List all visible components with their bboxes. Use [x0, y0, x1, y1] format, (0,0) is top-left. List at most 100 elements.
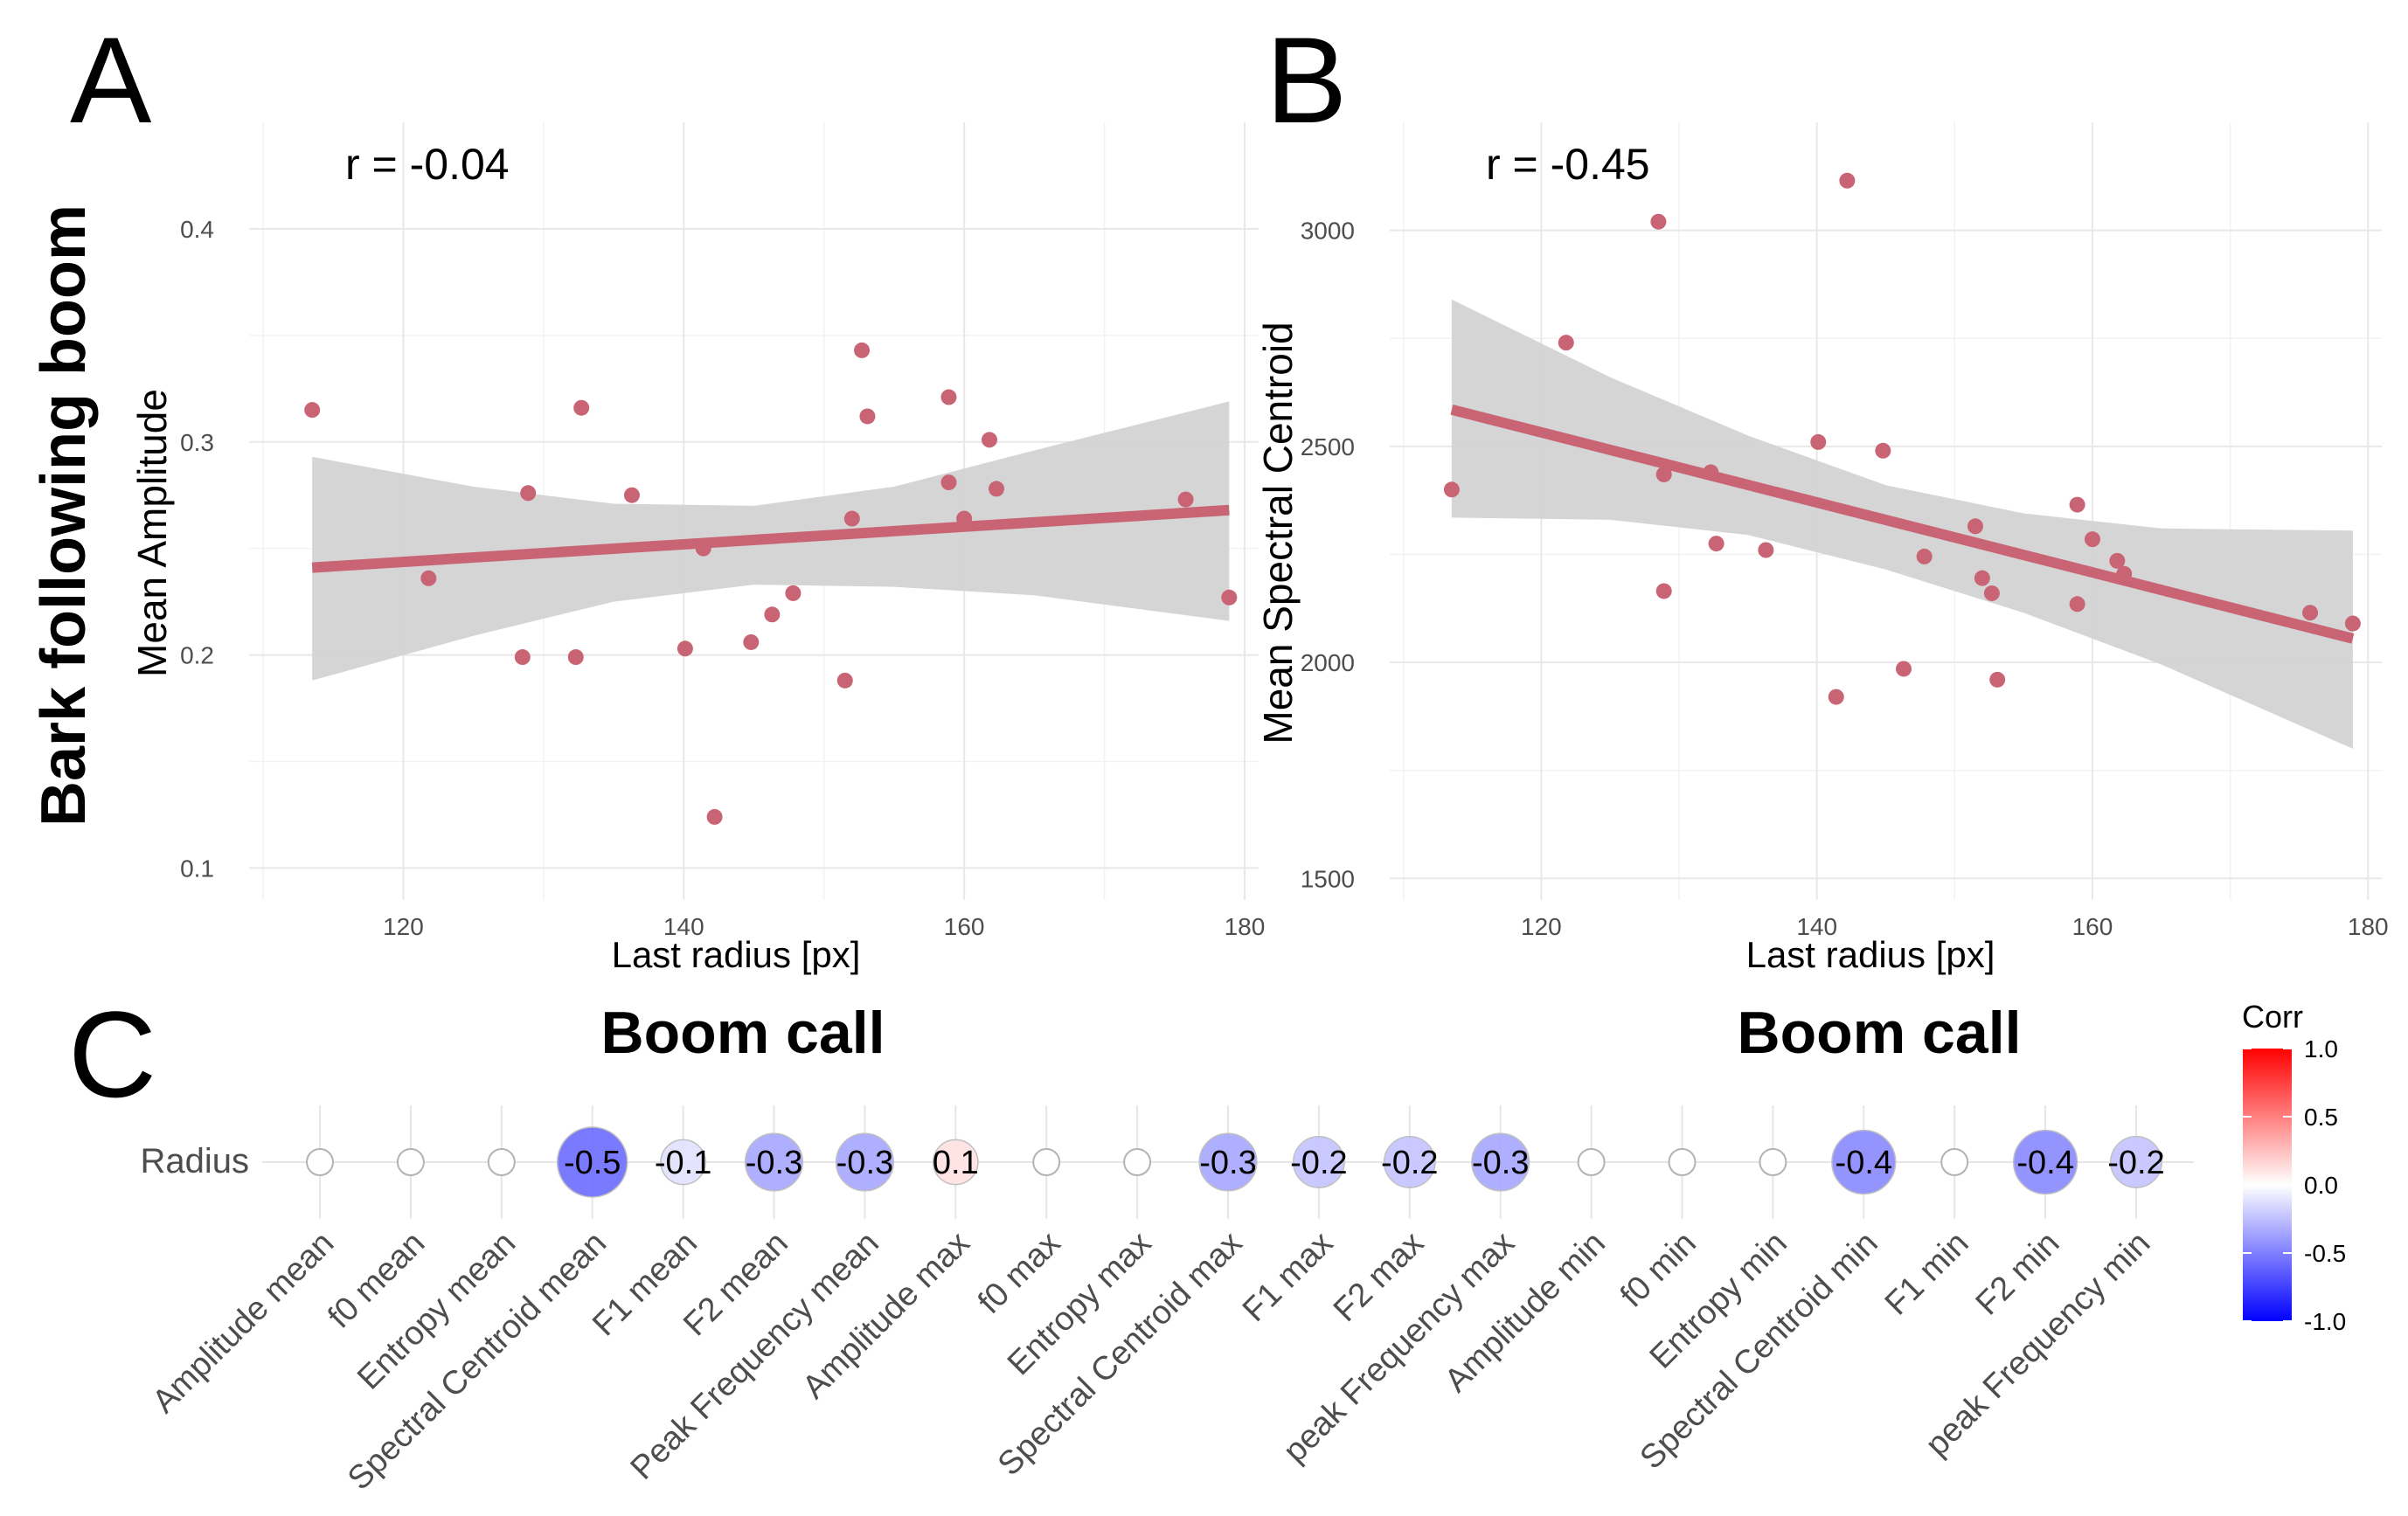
corr-cell-value: -0.3 — [1472, 1145, 1529, 1181]
panel-label-a: A — [70, 11, 152, 149]
data-point — [677, 640, 693, 657]
corr-cell-empty — [1032, 1148, 1061, 1176]
legend-tick-label: -1.0 — [2304, 1308, 2346, 1335]
panel-label-b: B — [1266, 11, 1347, 149]
data-point — [989, 481, 1005, 497]
y-tick-label: 1500 — [1301, 865, 1355, 892]
row-label: Bark following boom — [29, 204, 99, 827]
data-point — [304, 402, 321, 419]
panel-a-x-ticks: 120 140 160 180 — [383, 913, 1265, 940]
x-tick-label: 140 — [1796, 913, 1837, 940]
corr-cell — [556, 1126, 628, 1198]
data-point — [1177, 491, 1194, 508]
corr-cell — [660, 1139, 706, 1186]
corr-cell-empty — [487, 1148, 516, 1176]
data-point — [420, 570, 437, 586]
panel-a-points — [304, 342, 1238, 825]
panel-b-y-ticks: 1500 2000 2500 3000 — [1301, 218, 1355, 893]
x-tick-label: 120 — [1521, 913, 1562, 940]
data-point — [1983, 585, 2000, 601]
panel-a-y-ticks: 0.1 0.2 0.3 0.4 — [180, 216, 214, 883]
x-category-label: Amplitude min — [1438, 1225, 1613, 1400]
panel-a-r-annotation: r = -0.04 — [345, 140, 510, 189]
data-point — [854, 342, 871, 358]
corr-cell-value: -0.2 — [1290, 1145, 1347, 1181]
data-point — [1703, 464, 1719, 481]
data-point — [1708, 536, 1724, 552]
data-point — [2302, 605, 2319, 621]
data-point — [567, 649, 584, 666]
corr-cell — [1292, 1136, 1345, 1188]
corr-cell-value: -0.4 — [2016, 1145, 2073, 1181]
corr-cell-empty — [1940, 1148, 1969, 1176]
panel-c-title-right: Boom call — [1738, 1000, 2022, 1066]
data-point — [940, 474, 957, 491]
data-point — [2084, 531, 2100, 548]
corr-cell-empty — [1759, 1148, 1787, 1176]
corr-legend-title: Corr — [2242, 999, 2303, 1035]
data-point — [1967, 518, 1983, 535]
corr-cell — [932, 1139, 979, 1186]
panel-a-fit-line — [311, 504, 1230, 573]
corr-cell — [2012, 1129, 2078, 1195]
data-point — [836, 672, 853, 689]
y-tick-label: 2000 — [1301, 649, 1355, 676]
x-tick-label: 140 — [663, 913, 704, 940]
data-point — [1758, 542, 1774, 558]
corr-cell-empty — [1668, 1148, 1697, 1176]
corr-cell — [835, 1132, 894, 1192]
data-point — [1989, 671, 2006, 688]
corr-cell — [1383, 1136, 1436, 1188]
corr-cell — [1198, 1132, 1258, 1192]
x-tick-label: 180 — [2348, 913, 2389, 940]
data-point — [1839, 172, 1856, 189]
legend-tick-label: 0.0 — [2304, 1172, 2338, 1199]
data-point — [764, 606, 781, 623]
panel-c-cells: -0.5 -0.1 -0.3 -0.3 0.1 -0.3 -0.2 -0.2 -0.3 -0.4-… — [306, 1126, 2165, 1198]
panel-b-x-ticks: 120 140 160 180 — [1521, 913, 2389, 940]
data-point — [2069, 596, 2085, 613]
corr-cell-value: -0.4 — [1835, 1145, 1892, 1181]
panel-label-c: C — [68, 986, 156, 1123]
data-point — [1655, 583, 1672, 599]
x-category-label: Entropy mean — [350, 1225, 523, 1397]
data-point — [859, 408, 876, 425]
x-category-label: F1 max — [1236, 1225, 1340, 1329]
data-point — [2109, 552, 2126, 569]
panel-b-points — [1443, 172, 2361, 705]
x-category-label: F1 min — [1878, 1225, 1976, 1323]
data-point — [1895, 661, 1912, 677]
data-point — [1655, 466, 1672, 482]
panel-b-fit-line — [1450, 404, 2355, 644]
data-point — [1875, 442, 1891, 459]
panel-a-x-axis-label: Last radius [px] — [612, 934, 861, 975]
corr-cell-value: -0.3 — [836, 1145, 893, 1181]
data-point — [940, 389, 957, 405]
data-point — [520, 485, 537, 502]
data-point — [1828, 689, 1844, 705]
corr-cell-value: -0.2 — [1381, 1145, 1438, 1181]
corr-cell-empty — [306, 1148, 334, 1176]
legend-tick-label: -0.5 — [2304, 1240, 2346, 1267]
corr-legend-ticks: 1.0 0.5 0.0 -0.5 -1.0 — [2243, 1035, 2346, 1335]
y-tick-label: 3000 — [1301, 218, 1355, 245]
panel-c-row-label: Radius — [140, 1142, 249, 1180]
y-tick-label: 0.4 — [180, 216, 214, 243]
corr-cell-value: 0.1 — [933, 1145, 979, 1181]
corr-cell-empty — [396, 1148, 425, 1176]
corr-cell — [2110, 1136, 2162, 1188]
data-point — [1810, 433, 1827, 450]
data-point — [843, 510, 860, 527]
data-point — [2116, 565, 2133, 582]
corr-cell-value: -0.1 — [655, 1145, 711, 1181]
panel-c-heatmap: Boom call Boom call Radius -0.5 -0.1 -0.3-… — [140, 999, 2346, 1498]
corr-cell-value: -0.3 — [1199, 1145, 1256, 1181]
y-tick-label: 0.1 — [180, 855, 214, 882]
data-point — [785, 585, 802, 601]
y-tick-label: 2500 — [1301, 433, 1355, 460]
corr-legend: Corr 1.0 0.5 0.0 -0.5 -1.0 — [2242, 999, 2346, 1335]
data-point — [743, 633, 760, 650]
data-point — [1916, 548, 1933, 564]
corr-cell — [1471, 1132, 1530, 1192]
